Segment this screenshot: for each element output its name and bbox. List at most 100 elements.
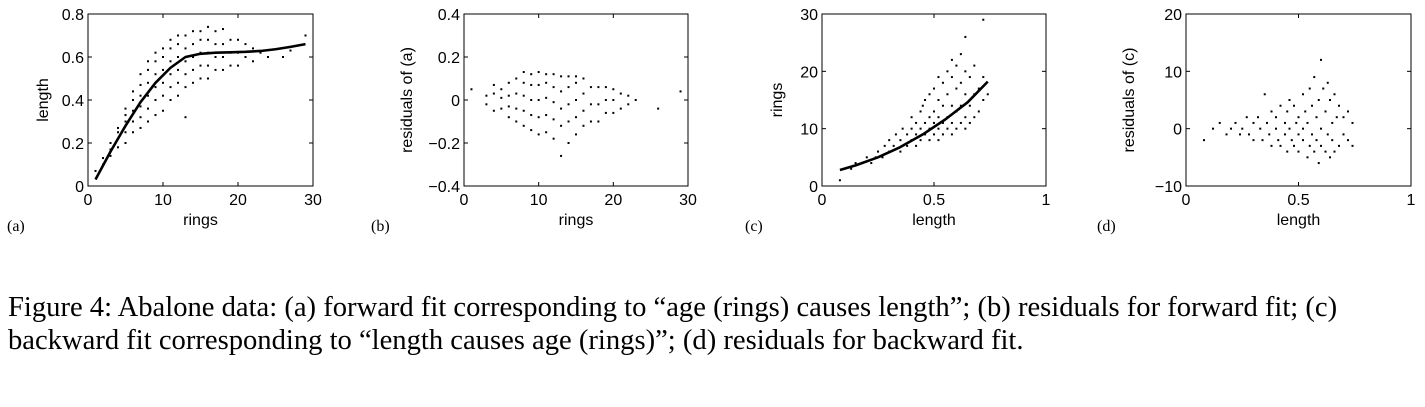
scatter-point [184,86,187,89]
scatter-point [252,60,254,63]
scatter-point [1239,133,1241,136]
scatter-point [132,109,134,112]
scatter-point [177,68,179,71]
y-tick-label: 20 [1164,7,1182,24]
scatter-point [184,60,187,63]
scatter-point [928,139,931,142]
y-tick-label: 20 [800,64,818,81]
scatter-point [1288,99,1291,101]
scatter-point [154,51,157,54]
fit-line [94,42,306,181]
scatter-point [1347,110,1349,113]
scatter-point [1279,104,1282,107]
scatter-point [530,83,533,86]
scatter-point [964,93,967,96]
scatter-point [1284,133,1286,136]
scatter-point [537,133,540,136]
scatter-point [147,60,149,63]
scatter-point [1317,99,1320,101]
scatter-point [941,121,944,124]
scatter-point [184,116,187,119]
scatter-point [522,124,525,127]
scatter-point [507,116,510,119]
scatter-point [545,114,548,117]
scatter-point [619,92,622,95]
y-tick-label: 10 [800,122,818,139]
scatter-point [915,121,918,124]
scatter-point [582,92,585,95]
scatter-point [1259,127,1262,130]
scatter-point [522,94,525,97]
scatter-point [154,73,157,76]
scatter-point [132,90,134,93]
scatter-point [1293,144,1295,147]
scatter-point [968,121,971,124]
scatter-point [1313,150,1316,153]
scatter-point [192,81,194,84]
scatter-point [1257,116,1259,119]
scatter-point [1293,104,1295,107]
scatter-point [147,94,149,97]
scatter-point [124,107,127,110]
scatter-point [575,81,577,84]
scatter-point [139,116,142,119]
scatter-point [1218,121,1221,124]
scatter-point [1331,139,1334,142]
scatter-point [222,28,224,31]
x-tick-label: 0.5 [1287,192,1309,209]
scatter-point [941,104,944,107]
scatter-point [1286,110,1289,113]
scatter-point [147,81,149,84]
scatter-point [567,86,570,89]
scatter-point [850,167,853,170]
scatter-point [177,94,179,97]
scatter-point [192,30,194,33]
scatter-point [500,88,503,91]
scatter-point [627,103,630,106]
scatter-point [214,30,217,33]
scatter-point [950,76,953,79]
scatter-point [1225,133,1228,136]
scatter-point [881,156,884,159]
scatter-point [229,38,232,41]
scatter-point [982,99,985,101]
x-axis-label: rings [559,212,594,229]
scatter-point [109,154,112,157]
scatter-point [1275,116,1277,119]
x-axis-label: rings [183,212,218,229]
scatter-point [1266,121,1268,124]
scatter-point [259,51,262,54]
scatter-point [199,64,202,67]
scatter-point [589,103,592,106]
scatter-point [567,75,570,78]
scatter-point [627,94,630,97]
scatter-point [154,86,157,89]
scatter-point [545,96,548,99]
x-tick-label: 10 [154,192,172,209]
scatter-point [109,142,112,144]
scatter-point [229,64,232,67]
scatter-point [552,73,555,76]
panel-label: (c) [745,218,763,235]
x-tick-label: 20 [229,192,247,209]
scatter-point [1335,116,1338,119]
scatter-point [492,83,495,86]
y-tick-label: 10 [1164,64,1182,81]
scatter-point [1320,58,1322,61]
scatter-point [237,64,239,67]
scatter-point [1248,133,1250,136]
scatter-point [507,105,510,108]
scatter-point [1342,133,1345,136]
scatter-point [1284,121,1286,124]
scatter-point [582,124,585,127]
scatter-point [941,81,944,84]
scatter-point [901,127,904,130]
scatter-point [964,35,967,38]
y-tick-label: −0.4 [428,179,460,196]
scatter-point [977,87,980,90]
scatter-point [1351,144,1354,147]
scatter-point [154,114,157,117]
scatter-point [870,162,873,165]
scatter-point [941,133,944,136]
scatter-point [530,114,533,117]
